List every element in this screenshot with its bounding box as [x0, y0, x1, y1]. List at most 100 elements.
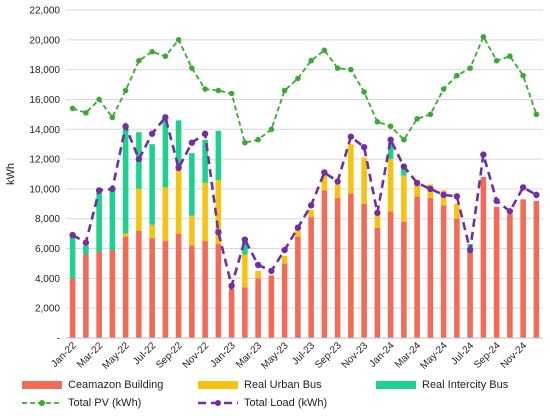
bar-segment [242, 241, 248, 255]
bar-segment [215, 130, 222, 180]
data-point [242, 139, 248, 146]
data-point [202, 86, 208, 92]
data-point [268, 267, 275, 275]
data-point [440, 86, 447, 92]
y-axis-title: kWh [5, 163, 17, 185]
bar-segment [96, 251, 102, 338]
series-line [71, 114, 538, 291]
data-point [241, 236, 249, 243]
data-point [348, 66, 354, 73]
bar-segment [189, 245, 195, 338]
bar-segment [162, 241, 169, 338]
bar-segment [149, 144, 155, 225]
data-point [466, 246, 474, 254]
data-point [109, 185, 116, 193]
data-point [467, 65, 473, 71]
data-point [361, 89, 367, 95]
bar-segment [189, 215, 195, 246]
data-point [281, 87, 288, 94]
bar-segment [387, 211, 394, 338]
x-tick-label: Mar-23 [234, 340, 264, 370]
data-point [334, 178, 341, 185]
bar-segment [295, 236, 301, 338]
data-point [440, 191, 447, 199]
data-point [413, 179, 421, 187]
data-point [480, 151, 487, 158]
bar-segment [69, 278, 76, 338]
data-point [149, 48, 155, 55]
bar-segment [162, 120, 169, 188]
bar-layer [69, 120, 540, 338]
data-point [188, 139, 196, 146]
bar-segment [374, 227, 381, 338]
bar-segment [308, 217, 314, 338]
y-tick-label: 20,000 [29, 35, 60, 46]
data-point [401, 136, 407, 143]
bar-segment [507, 214, 513, 338]
bar-segment [401, 221, 407, 338]
data-point [228, 90, 235, 97]
bar-segment [401, 175, 407, 222]
y-tick-label: - [57, 334, 60, 345]
data-point [507, 53, 513, 60]
series-line [72, 34, 538, 144]
bar-segment [83, 245, 89, 255]
legend-swatch [376, 381, 416, 389]
bar-segment [202, 182, 208, 242]
legend-swatch [198, 381, 238, 389]
line-layer [69, 34, 540, 291]
data-point [387, 136, 394, 143]
data-point [533, 191, 540, 199]
data-point [308, 57, 314, 64]
data-point [400, 163, 408, 170]
legend-swatch [22, 381, 62, 389]
data-point [69, 231, 76, 239]
data-point [427, 111, 434, 118]
bar-segment [533, 200, 540, 338]
bar-segment [136, 230, 142, 338]
data-point [135, 155, 143, 163]
bar-segment [467, 253, 473, 338]
legend-label: Total PV (kWh) [68, 397, 141, 409]
bar-segment [281, 263, 288, 338]
bar-segment [374, 214, 381, 228]
data-point [334, 65, 341, 71]
data-point [533, 111, 540, 118]
bar-segment [228, 288, 235, 338]
data-point [215, 87, 222, 94]
data-point [281, 246, 288, 254]
data-point [453, 193, 461, 200]
bar-segment [334, 184, 341, 198]
bar-segment [361, 203, 367, 338]
bar-segment [83, 254, 89, 338]
data-point [294, 224, 302, 231]
bar-segment [321, 175, 328, 191]
bar-segment [334, 197, 341, 338]
data-point [374, 119, 381, 125]
bar-segment [401, 166, 407, 176]
data-point [254, 261, 262, 269]
bar-segment [414, 182, 420, 197]
gridlines [66, 9, 543, 339]
x-tick-label: Sep-24 [472, 340, 503, 371]
bar-segment [414, 196, 420, 338]
x-tick-label: Nov-23 [340, 340, 371, 371]
bar-segment [202, 241, 208, 338]
bar-segment [122, 127, 129, 234]
bar-segment [242, 254, 248, 288]
x-tick-label: Jan-23 [208, 340, 238, 370]
bar-segment [493, 206, 500, 338]
x-tick-label: Mar-24 [393, 340, 423, 370]
bar-segment [215, 244, 222, 338]
data-point [454, 72, 460, 79]
data-point [228, 282, 235, 290]
data-point [215, 228, 222, 236]
bar-segment [387, 159, 394, 212]
data-point [83, 110, 89, 116]
data-point [307, 202, 315, 209]
bar-segment [122, 233, 129, 237]
data-point [519, 184, 527, 191]
data-point [493, 197, 500, 205]
